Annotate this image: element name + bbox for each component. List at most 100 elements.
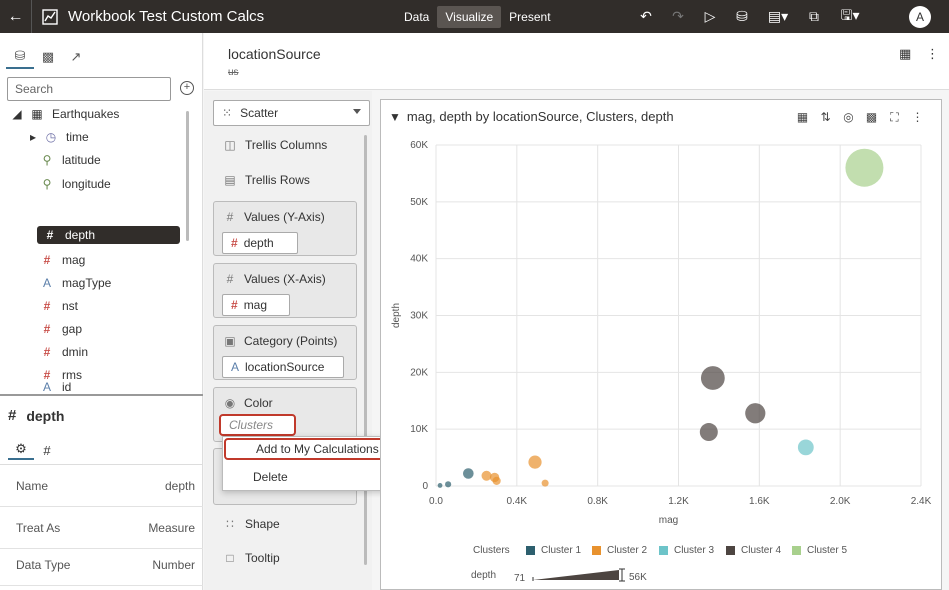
tooltip-slot[interactable]: □ Tooltip: [223, 551, 279, 565]
legend-label: Cluster 5: [807, 545, 848, 556]
redo-icon[interactable]: ↷: [672, 8, 684, 24]
filter-value[interactable]: us: [228, 67, 239, 78]
data-actions-icon[interactable]: ▦: [796, 110, 809, 124]
slot-label: Values (X-Axis): [244, 272, 326, 286]
mode-data[interactable]: Data: [404, 10, 430, 24]
property-value[interactable]: Measure: [148, 521, 195, 535]
tree-item-mag[interactable]: # mag: [40, 251, 86, 269]
tree-item-dmin[interactable]: # dmin: [40, 343, 88, 361]
trellis-columns-slot[interactable]: ◫ Trellis Columns: [223, 138, 327, 152]
comment-icon[interactable]: ▤▾: [767, 8, 789, 24]
delete-item[interactable]: Delete: [253, 470, 288, 484]
visualizations-tab-icon[interactable]: ▩: [41, 49, 55, 64]
legend-item-cluster-1[interactable]: Cluster 1: [526, 545, 581, 556]
target-icon[interactable]: ◎: [843, 110, 854, 124]
slot-label: Category (Points): [244, 334, 338, 348]
collapse-caret-icon[interactable]: ◢: [12, 107, 22, 121]
maximize-icon[interactable]: ⛶: [890, 109, 899, 124]
shape-slot[interactable]: ∷ Shape: [223, 517, 280, 531]
size-legend-wedge: [532, 568, 625, 582]
tree-item-time[interactable]: ▸ ◷ time: [26, 128, 89, 146]
export-icon[interactable]: ⧉: [809, 8, 819, 24]
legend-label: Cluster 1: [541, 545, 582, 556]
chart-title-text: mag, depth by locationSource, Clusters, …: [406, 109, 674, 124]
tree-item-longitude[interactable]: ⚲ longitude: [40, 175, 111, 193]
gear-icon[interactable]: ⚙: [8, 440, 34, 460]
text-type-icon: ▣: [224, 334, 236, 348]
mag-pill[interactable]: # mag: [222, 294, 290, 316]
filter-name[interactable]: locationSource: [228, 46, 321, 62]
tree-item-gap[interactable]: # gap: [40, 320, 82, 338]
tree-item-latitude[interactable]: ⚲ latitude: [40, 151, 101, 169]
text-type-icon: A: [42, 380, 51, 394]
x-tick-label: 0.4K: [507, 496, 528, 507]
field-label: dmin: [62, 345, 89, 359]
grammar-scrollbar[interactable]: [364, 135, 367, 565]
refresh-data-icon[interactable]: ⛁: [736, 8, 748, 24]
data-tab-icon[interactable]: ⛁: [6, 45, 34, 69]
add-to-my-calculations-item[interactable]: Add to My Calculations: [224, 438, 398, 460]
y-tick-label: 10K: [410, 424, 428, 435]
tree-item-id[interactable]: A id: [40, 378, 71, 396]
text-type-icon: A: [42, 276, 51, 290]
mode-visualize[interactable]: Visualize: [437, 6, 502, 28]
legend-label: Cluster 3: [674, 545, 715, 556]
more-options-icon[interactable]: ⋮: [911, 110, 924, 124]
filter-funnel-icon[interactable]: ▼: [389, 109, 401, 124]
property-value[interactable]: depth: [164, 479, 195, 493]
tree-item-rms[interactable]: # rms: [40, 366, 82, 384]
values-y-slot[interactable]: # Values (Y-Axis) # depth: [213, 201, 357, 256]
chart-type-select[interactable]: ⁙ Scatter: [213, 100, 370, 126]
hash-icon: #: [46, 228, 54, 242]
more-options-icon[interactable]: ⋮: [926, 46, 939, 61]
filter-settings-icon[interactable]: ▦: [899, 46, 912, 61]
legend-item-cluster-4[interactable]: Cluster 4: [726, 545, 781, 556]
field-label: longitude: [62, 177, 111, 191]
clusters-pill[interactable]: Clusters: [219, 414, 296, 436]
swap-axes-icon[interactable]: ⇅: [820, 110, 831, 124]
size-legend-title: depth: [471, 570, 497, 581]
property-row-treat-as[interactable]: Treat As Measure: [0, 507, 203, 549]
workbook-title: Workbook Test Custom Calcs: [68, 8, 265, 25]
values-x-slot[interactable]: # Values (X-Axis) # mag: [213, 263, 357, 318]
color-slot[interactable]: ◉ Color Clusters: [213, 387, 357, 442]
property-row-name[interactable]: Name depth: [0, 465, 203, 507]
expand-caret-icon[interactable]: ▸: [29, 130, 37, 144]
save-icon[interactable]: 🖫▾: [840, 6, 860, 23]
avatar[interactable]: A: [909, 6, 931, 28]
number-format-icon[interactable]: #: [43, 442, 51, 458]
analytics-tab-icon[interactable]: ↗: [70, 49, 82, 64]
search-input[interactable]: Search: [7, 77, 171, 101]
depth-pill[interactable]: # depth: [222, 232, 298, 254]
tree-scrollbar[interactable]: [186, 111, 189, 241]
data-point: [797, 439, 814, 456]
trellis-rows-slot[interactable]: ▤ Trellis Rows: [223, 173, 310, 187]
properties-tabs: ⚙ #: [8, 440, 60, 460]
back-arrow-icon[interactable]: ←: [0, 0, 32, 33]
tree-item-magtype[interactable]: A magType: [40, 274, 111, 292]
add-data-icon[interactable]: +: [180, 81, 194, 95]
field-label: gap: [62, 322, 83, 336]
pill-label: Clusters: [229, 418, 274, 432]
slot-label: Trellis Rows: [245, 173, 310, 187]
mode-present[interactable]: Present: [509, 10, 551, 24]
legend-item-cluster-5[interactable]: Cluster 5: [792, 545, 847, 556]
data-point: [481, 470, 492, 481]
chart-settings-icon[interactable]: ▩: [865, 110, 878, 124]
data-element-tree: ◢ ▦ Earthquakes ▸ ◷ time ⚲ latitude ⚲ lo…: [0, 103, 190, 391]
tree-item-earthquakes[interactable]: ◢ ▦ Earthquakes: [10, 105, 119, 123]
property-value[interactable]: Number: [152, 558, 195, 572]
panel-divider[interactable]: [0, 394, 203, 396]
property-row-data-type[interactable]: Data Type Number: [0, 544, 203, 586]
legend-item-cluster-3[interactable]: Cluster 3: [659, 545, 714, 556]
legend-item-cluster-2[interactable]: Cluster 2: [592, 545, 647, 556]
tree-item-nst[interactable]: # nst: [40, 297, 78, 315]
play-icon[interactable]: ▷: [704, 8, 716, 24]
hash-icon: #: [231, 236, 238, 250]
pill-label: depth: [243, 236, 274, 250]
undo-icon[interactable]: ↶: [640, 8, 652, 24]
properties-title: # depth: [8, 407, 64, 424]
tree-item-depth[interactable]: # depth: [37, 226, 180, 244]
